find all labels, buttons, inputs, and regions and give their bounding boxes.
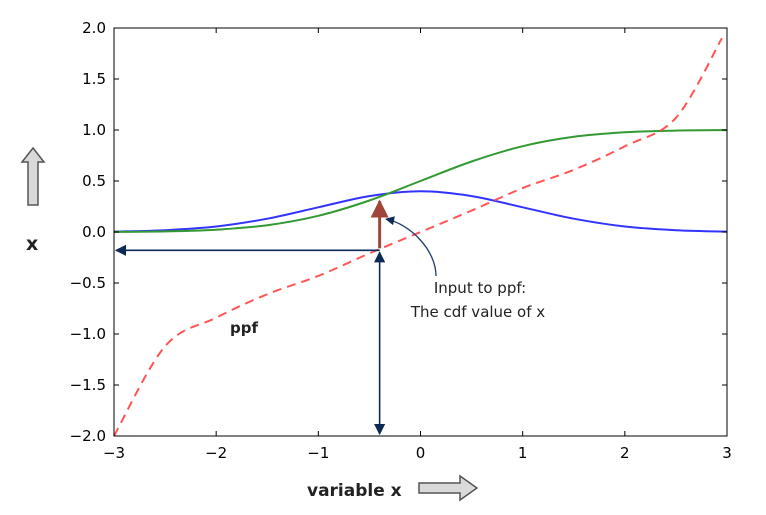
y-tick-label: −1.5 [70, 376, 106, 394]
y-axis-label: x [26, 233, 38, 255]
callout-arrow [385, 216, 437, 277]
x-tick-label: 2 [620, 444, 630, 462]
x-tick-label: −2 [205, 444, 227, 462]
x-tick-label: −3 [103, 444, 125, 462]
y-tick-label: 1.5 [82, 70, 106, 88]
tick-layer: −3 −2 −1 0 1 2 3 −2.0 −1.5 −1.0 −0.5 0.0 0.5 1.0 1.5 2.… [70, 19, 732, 462]
y-tick-label: −0.5 [70, 274, 106, 292]
guide-layer [114, 199, 389, 436]
x-tick-label: −1 [307, 444, 329, 462]
curve-layer [113, 37, 728, 437]
y-tick-label: −1.0 [70, 325, 106, 343]
cdf-curve [113, 129, 728, 233]
plot-frame [113, 27, 728, 437]
ppf-curve [113, 37, 723, 437]
y-tick-label: 0.0 [82, 223, 106, 241]
y-tick-label: 1.0 [82, 121, 106, 139]
x-tick-label: 3 [722, 444, 732, 462]
y-tick-label: 0.5 [82, 172, 106, 190]
pdf-curve [113, 190, 728, 233]
callout-text-line1: Input to ppf: [434, 279, 526, 297]
y-tick-label: −2.0 [70, 427, 106, 445]
ppf-series-label: ppf [230, 319, 258, 337]
x-axis-label: variable x [307, 481, 402, 501]
up-block-arrow-icon [20, 146, 46, 206]
y-tick-label: 2.0 [82, 19, 106, 37]
right-block-arrow-icon [418, 474, 479, 502]
x-tick-label: 0 [416, 444, 426, 462]
callout-text-line2: The cdf value of x [410, 303, 545, 321]
x-tick-label: 1 [518, 444, 528, 462]
